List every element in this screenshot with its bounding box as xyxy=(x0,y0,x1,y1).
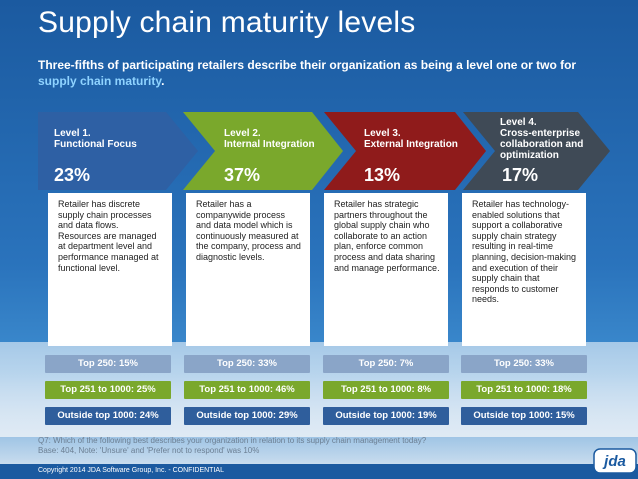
level-2-heading: Level 2. Internal Integration xyxy=(224,128,334,150)
level-2-description-card: Retailer has a companywide process and d… xyxy=(186,193,310,346)
level-4-percent: 17% xyxy=(502,165,539,185)
level-1-name: Functional Focus xyxy=(54,139,137,150)
subtitle-text: Three-fifths of participating retailers … xyxy=(38,58,577,72)
level-1-top250: Top 250: 15% xyxy=(45,355,171,373)
level-1-description: Retailer has discrete supply chain proce… xyxy=(58,199,159,273)
footnote: Q7: Which of the following best describe… xyxy=(38,436,578,456)
level-1-chevron xyxy=(38,112,198,190)
level-2-label: Level 2. xyxy=(224,128,261,139)
level-2-top251-1000: Top 251 to 1000: 46% xyxy=(184,381,310,399)
level-1-description-card: Retailer has discrete supply chain proce… xyxy=(48,193,172,346)
level-4-description-card: Retailer has technology-enabled solution… xyxy=(462,193,586,346)
level-3-name: External Integration xyxy=(364,139,458,150)
level-4-label: Level 4. xyxy=(500,117,537,128)
subtitle-highlight: supply chain maturity xyxy=(38,74,162,88)
page-subtitle: Three-fifths of participating retailers … xyxy=(38,57,578,89)
level-4-description: Retailer has technology-enabled solution… xyxy=(472,199,577,305)
subtitle-suffix: . xyxy=(161,74,165,88)
jda-logo-text: jda xyxy=(602,453,626,470)
level-3-description-card: Retailer has strategic partners througho… xyxy=(324,193,448,346)
page-title: Supply chain maturity levels xyxy=(38,6,416,39)
footnote-question: Q7: Which of the following best describe… xyxy=(38,436,427,445)
level-3-label: Level 3. xyxy=(364,128,401,139)
level-2-outside1000: Outside top 1000: 29% xyxy=(184,407,310,425)
level-4-top250: Top 250: 33% xyxy=(461,355,587,373)
copyright-text: Copyright 2014 JDA Software Group, Inc. … xyxy=(38,467,224,474)
level-1-label: Level 1. xyxy=(54,128,91,139)
footnote-base: Base: 404, Note: 'Unsure' and 'Prefer no… xyxy=(38,446,260,455)
level-2-top250: Top 250: 33% xyxy=(184,355,310,373)
level-2-chevron xyxy=(183,112,343,190)
level-3-percent: 13% xyxy=(364,165,401,185)
level-4-heading: Level 4. Cross-enterprise collaboration … xyxy=(500,117,595,161)
level-1-top251-1000: Top 251 to 1000: 25% xyxy=(45,381,171,399)
level-3-top251-1000: Top 251 to 1000: 8% xyxy=(323,381,449,399)
level-3-top250: Top 250: 7% xyxy=(323,355,449,373)
level-3-heading: Level 3. External Integration xyxy=(364,128,479,150)
level-3-description: Retailer has strategic partners througho… xyxy=(334,199,440,273)
level-4-top251-1000: Top 251 to 1000: 18% xyxy=(461,381,587,399)
level-4-outside1000: Outside top 1000: 15% xyxy=(461,407,587,425)
level-1-percent: 23% xyxy=(54,165,91,185)
level-3-chevron xyxy=(324,112,486,190)
level-2-name: Internal Integration xyxy=(224,139,315,150)
footer-bar: Copyright 2014 JDA Software Group, Inc. … xyxy=(0,464,638,479)
level-4-chevron xyxy=(463,112,610,190)
level-1-outside1000: Outside top 1000: 24% xyxy=(45,407,171,425)
level-chevrons xyxy=(38,112,610,190)
level-4-name: Cross-enterprise collaboration and optim… xyxy=(500,128,584,161)
jda-logo-icon: jda xyxy=(593,448,637,474)
level-2-percent: 37% xyxy=(224,165,261,185)
level-3-outside1000: Outside top 1000: 19% xyxy=(323,407,449,425)
level-1-heading: Level 1. Functional Focus xyxy=(54,128,174,150)
level-2-description: Retailer has a companywide process and d… xyxy=(196,199,301,262)
